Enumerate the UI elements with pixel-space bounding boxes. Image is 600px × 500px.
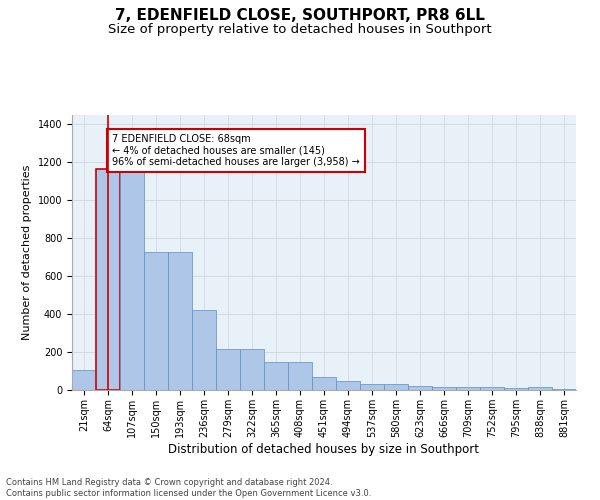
Bar	[120, 169, 144, 390]
Bar	[264, 362, 288, 390]
Bar	[144, 252, 168, 390]
Bar	[312, 376, 336, 390]
Bar	[216, 349, 240, 390]
Bar	[432, 387, 456, 390]
Bar	[480, 387, 504, 390]
Bar	[384, 384, 408, 390]
Bar	[360, 384, 384, 390]
Bar	[336, 380, 360, 390]
Bar	[528, 387, 552, 390]
Bar	[240, 349, 264, 390]
Bar	[192, 310, 216, 390]
Bar	[168, 252, 192, 390]
Text: Size of property relative to detached houses in Southport: Size of property relative to detached ho…	[108, 22, 492, 36]
Bar	[96, 169, 120, 390]
Bar	[456, 387, 480, 390]
Bar	[72, 370, 96, 390]
Bar	[552, 389, 576, 390]
Text: 7 EDENFIELD CLOSE: 68sqm
← 4% of detached houses are smaller (145)
96% of semi-d: 7 EDENFIELD CLOSE: 68sqm ← 4% of detache…	[112, 134, 360, 168]
Text: Distribution of detached houses by size in Southport: Distribution of detached houses by size …	[169, 442, 479, 456]
Text: Contains HM Land Registry data © Crown copyright and database right 2024.
Contai: Contains HM Land Registry data © Crown c…	[6, 478, 371, 498]
Bar	[504, 388, 528, 390]
Bar	[408, 386, 432, 390]
Text: 7, EDENFIELD CLOSE, SOUTHPORT, PR8 6LL: 7, EDENFIELD CLOSE, SOUTHPORT, PR8 6LL	[115, 8, 485, 22]
Y-axis label: Number of detached properties: Number of detached properties	[22, 165, 32, 340]
Bar	[288, 362, 312, 390]
